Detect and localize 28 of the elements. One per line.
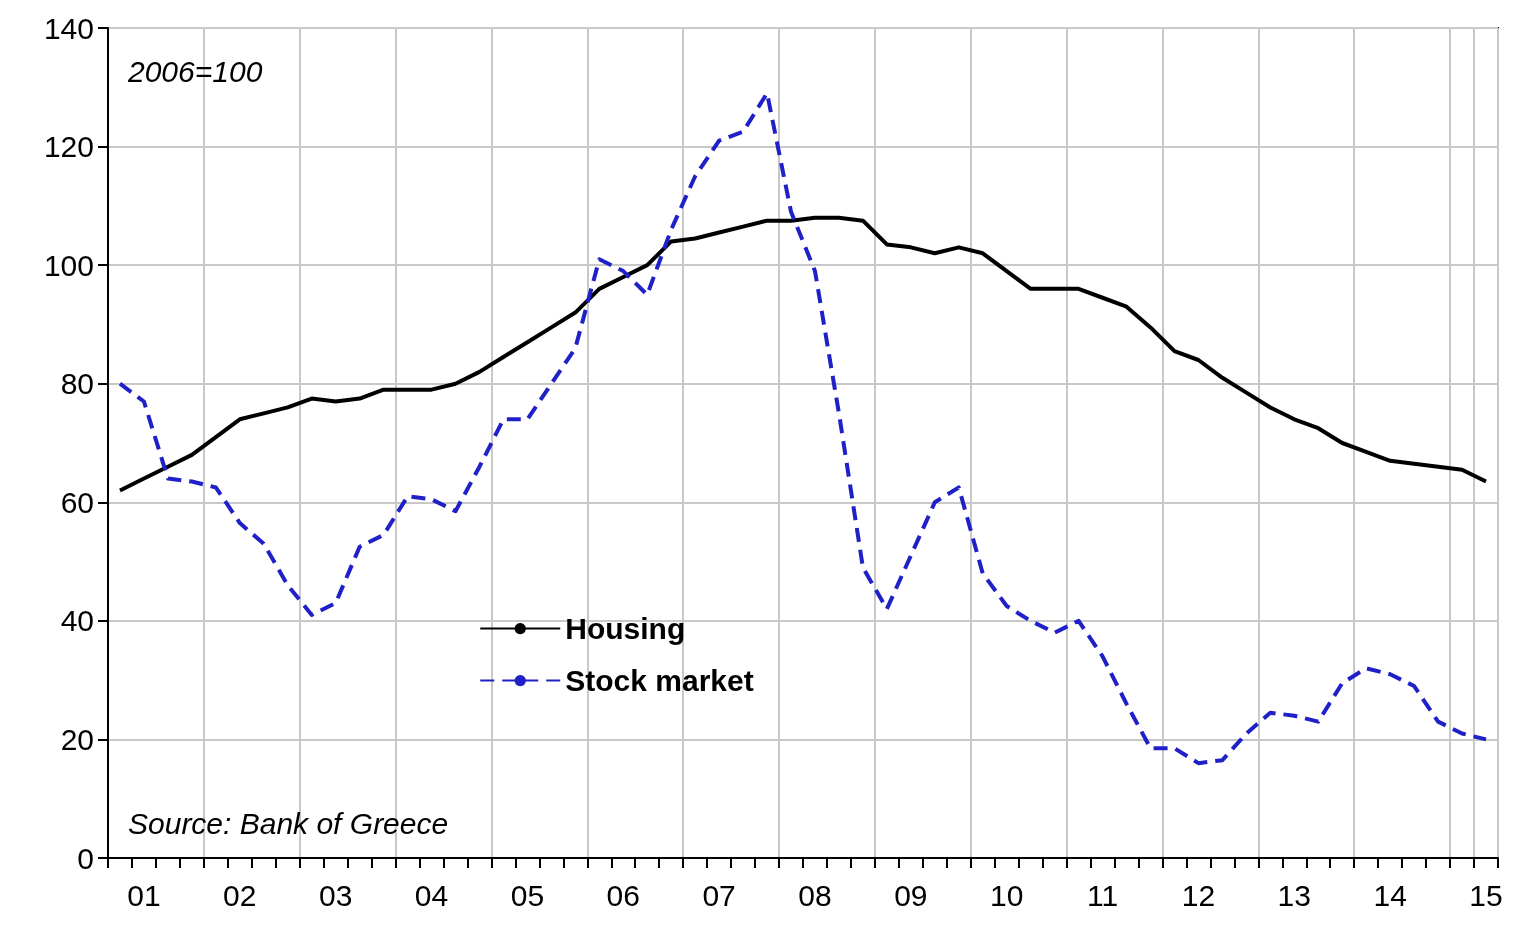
y-tick-label: 20 [60, 722, 94, 756]
y-tick-label: 140 [43, 11, 94, 45]
x-tick-label: 05 [510, 878, 545, 912]
annotation: Source: Bank of Greece [128, 806, 449, 840]
y-tick-label: 120 [43, 130, 94, 164]
legend-label: Housing [565, 612, 686, 646]
x-tick-label: 09 [894, 878, 928, 912]
x-tick-label: 02 [223, 878, 257, 912]
x-tick-label: 10 [990, 878, 1024, 912]
y-tick-label: 100 [43, 248, 94, 282]
x-tick-label: 12 [1181, 878, 1216, 912]
x-tick-label: 13 [1277, 878, 1311, 912]
y-tick-label: 40 [60, 604, 94, 638]
y-tick-label: 0 [77, 841, 94, 875]
y-tick-label: 80 [60, 367, 94, 401]
y-tick-label: 60 [60, 485, 94, 519]
x-tick-label: 03 [318, 878, 353, 912]
x-tick-label: 01 [127, 878, 161, 912]
x-tick-label: 15 [1469, 878, 1503, 912]
annotation: 2006=100 [127, 54, 263, 88]
x-tick-label: 14 [1373, 878, 1407, 912]
x-tick-label: 07 [702, 878, 736, 912]
legend-label: Stock market [565, 664, 754, 698]
x-tick-label: 06 [606, 878, 640, 912]
line-series [117, 215, 1489, 493]
x-tick-label: 04 [414, 878, 449, 912]
x-tick-label: 08 [798, 878, 832, 912]
x-tick-label: 11 [1086, 878, 1119, 912]
